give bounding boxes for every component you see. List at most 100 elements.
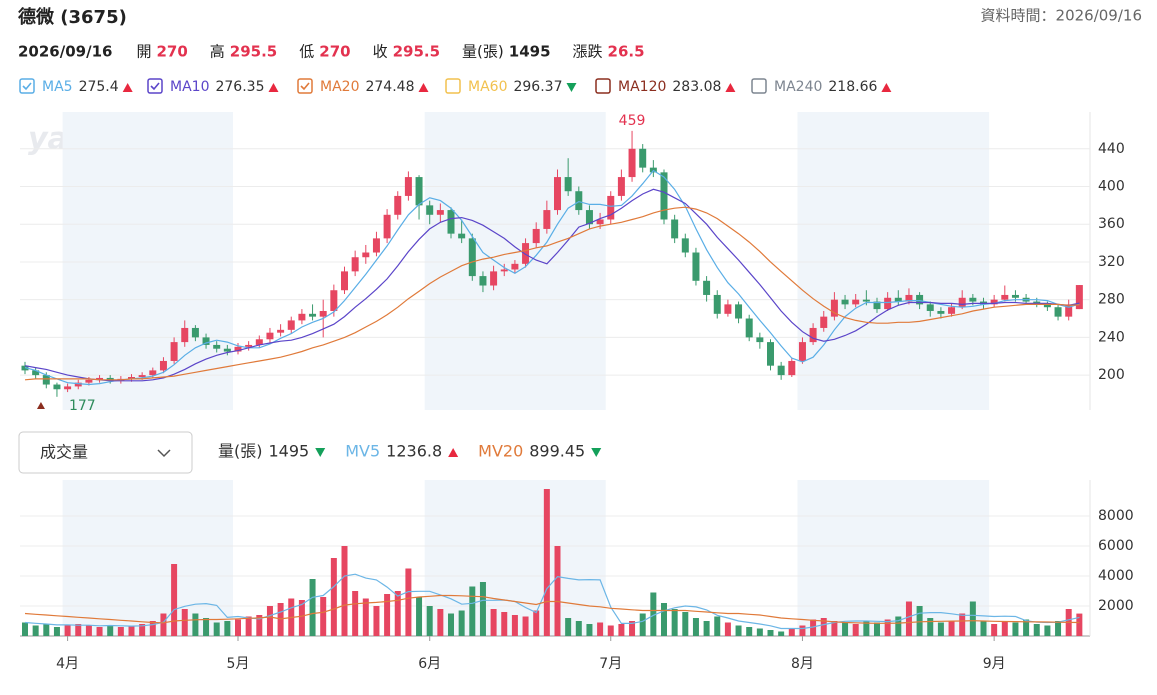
candle-body: [703, 280, 711, 295]
y-tick-label: 8000: [1098, 508, 1134, 524]
volume-bar: [874, 622, 880, 636]
indicator-dropdown[interactable]: [18, 431, 193, 474]
trend-arrow: [591, 448, 602, 457]
legend-checkbox[interactable]: [751, 78, 767, 94]
volume-bar: [714, 616, 721, 636]
candle-body: [234, 346, 242, 352]
volume-bar: [1044, 625, 1051, 636]
volume-bar: [565, 618, 572, 636]
month-band: [797, 480, 990, 636]
volume-bar: [852, 624, 859, 636]
month-band: [797, 112, 990, 410]
candle-body: [436, 210, 444, 215]
candle-body: [735, 304, 743, 319]
candle-body: [745, 318, 753, 338]
legend-name: MA5: [42, 79, 73, 95]
volume-bar: [969, 601, 976, 636]
candle-body: [490, 271, 498, 286]
volume-bar: [820, 618, 827, 636]
marks-layer: [21, 130, 1083, 636]
candle-body: [96, 377, 104, 380]
quote-label: 開: [136, 43, 151, 61]
mv-line: [24, 573, 1080, 630]
candle-body: [639, 148, 647, 168]
candle-body: [564, 177, 572, 192]
candle-body: [53, 384, 61, 390]
candle-body: [916, 294, 924, 305]
legend-value: 274.48: [365, 79, 414, 95]
volume-bar: [746, 627, 753, 636]
mv-line: [24, 594, 1080, 624]
candle-body: [426, 205, 434, 215]
volume-bar: [863, 621, 870, 636]
legend-value: 276.35: [215, 79, 264, 95]
volume-bar: [575, 621, 582, 636]
volume-legend-name: 量(張): [218, 442, 263, 461]
volume-bar: [192, 613, 199, 636]
candle-body: [969, 297, 977, 302]
candle-body: [713, 294, 721, 314]
volume-bar: [426, 606, 433, 636]
candle-body: [85, 379, 93, 383]
candle-body: [213, 344, 221, 349]
candle-body: [277, 329, 285, 333]
candle-body: [255, 339, 263, 345]
candle-body: [372, 238, 380, 253]
quote-value: 1495: [509, 43, 551, 61]
legend-name: MA20: [320, 79, 359, 95]
candle-body: [767, 342, 774, 366]
volume-bar: [554, 546, 561, 636]
mv-legend-name: MV5: [345, 442, 380, 461]
volume-bar: [767, 630, 774, 636]
volume-bar: [533, 610, 540, 636]
volume-bar: [607, 625, 614, 636]
trend-arrow: [315, 448, 326, 457]
candle-body: [404, 177, 412, 196]
candle-body: [948, 307, 956, 314]
candle-body: [809, 327, 817, 343]
candle-body: [820, 316, 828, 328]
volume-bar: [682, 612, 689, 636]
volume-bar: [256, 615, 263, 636]
candle-body: [905, 294, 913, 302]
legend-checkbox[interactable]: [445, 78, 461, 94]
candle-body: [554, 177, 561, 211]
legend-checkbox[interactable]: [147, 78, 163, 94]
candle-body: [266, 332, 274, 340]
volume-bar: [384, 594, 391, 636]
trend-arrow: [448, 448, 459, 457]
volume-bar: [937, 622, 944, 636]
legend-value: 283.08: [672, 79, 721, 95]
volume-bar: [895, 616, 902, 636]
candle-body: [894, 297, 902, 302]
volume-bar: [490, 609, 497, 636]
volume-bar: [213, 622, 220, 636]
legend-checkbox[interactable]: [595, 78, 611, 94]
low-annotation: 177: [69, 398, 96, 414]
volume-bar: [32, 625, 39, 636]
trend-arrow: [418, 83, 429, 92]
y-tick-label: 6000: [1098, 538, 1134, 554]
volume-bar: [980, 621, 987, 636]
month-band: [424, 480, 606, 636]
candle-body: [362, 252, 370, 258]
volume-bar: [235, 619, 241, 636]
quote-label: 量(張): [462, 43, 504, 61]
candle-body: [181, 327, 189, 343]
candle-body: [575, 191, 583, 211]
volume-bar: [905, 601, 912, 636]
legend-checkbox[interactable]: [297, 78, 313, 94]
legend-checkbox[interactable]: [19, 78, 35, 94]
volume-bar: [139, 624, 146, 636]
candle-body: [287, 320, 295, 330]
volume-bar: [245, 616, 252, 636]
trend-arrow: [122, 83, 133, 92]
candle-body: [223, 348, 231, 352]
candle-body: [841, 299, 849, 305]
volume-bar: [43, 624, 50, 636]
trend-arrow: [725, 83, 736, 92]
volume-bar: [362, 598, 369, 636]
volume-bar: [810, 619, 817, 636]
low-marker: [36, 402, 45, 409]
candle-body: [1043, 304, 1051, 308]
